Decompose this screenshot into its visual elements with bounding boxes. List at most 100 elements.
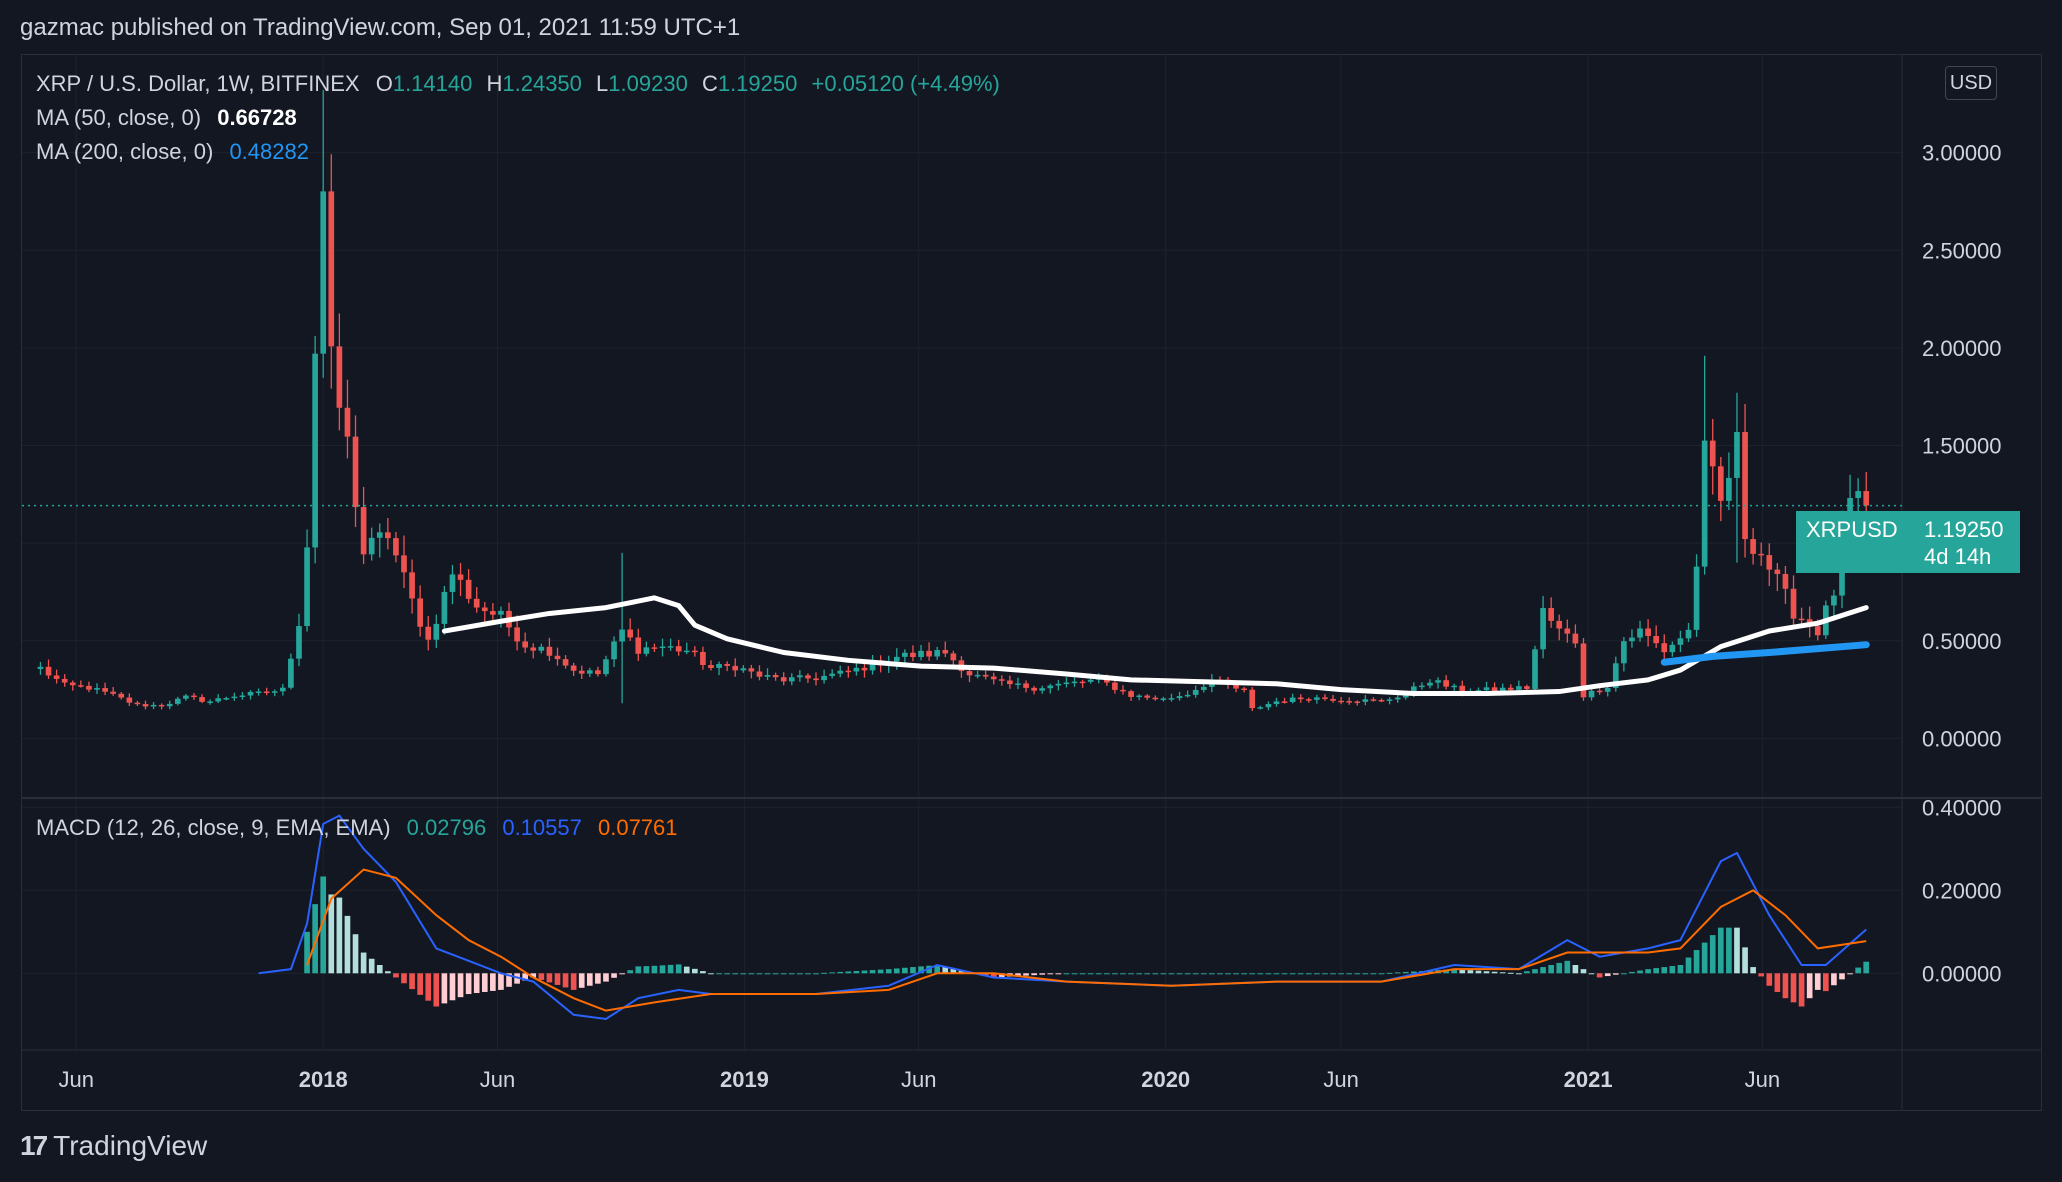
macd-histogram-bar — [1483, 971, 1490, 974]
candle-body — [1112, 682, 1118, 690]
symbol-legend: XRP / U.S. Dollar, 1W, BITFINEX O1.14140… — [36, 71, 1000, 97]
macd-legend[interactable]: MACD (12, 26, close, 9, EMA, EMA) 0.0279… — [36, 815, 678, 841]
candle-body — [1063, 682, 1070, 685]
candle-body — [481, 607, 488, 612]
macd-histogram-bar — [1734, 927, 1740, 974]
publisher-header: gazmac published on TradingView.com, Sep… — [20, 14, 741, 41]
macd-histogram-bar — [1709, 935, 1716, 974]
macd-histogram-bar — [1669, 966, 1676, 974]
macd-histogram-bar — [1354, 973, 1361, 975]
macd-histogram-bar — [457, 973, 464, 998]
macd-histogram-bar — [611, 973, 617, 978]
macd-histogram-bar — [764, 973, 771, 975]
macd-histogram-bar — [1758, 973, 1765, 977]
macd-histogram-bar — [821, 972, 827, 974]
candle-body — [1257, 707, 1264, 709]
macd-histogram-bar — [1588, 973, 1595, 975]
time-axis-tick-label: Jun — [1323, 1067, 1358, 1092]
macd-histogram-bar — [530, 973, 537, 978]
candle-body — [409, 572, 415, 599]
candle-body — [1289, 697, 1296, 703]
ma50-legend[interactable]: MA (50, close, 0) 0.66728 — [36, 105, 297, 131]
candle-body — [53, 675, 60, 679]
candle-body — [441, 591, 448, 624]
time-axis-tick-label: Jun — [901, 1067, 936, 1092]
candle-body — [1831, 595, 1837, 606]
candle-body — [659, 646, 666, 649]
macd-histogram-bar — [352, 934, 359, 974]
candle-body — [643, 647, 650, 654]
candle-body — [134, 702, 141, 705]
candle-body — [780, 677, 787, 682]
candle-body — [829, 673, 835, 676]
macd-histogram-bar — [1079, 973, 1086, 975]
macd-histogram-bar — [853, 970, 860, 974]
macd-histogram-bar — [708, 973, 714, 975]
currency-button[interactable]: USD — [1945, 66, 1997, 100]
candle-body — [1798, 618, 1805, 621]
macd-histogram-bar — [595, 973, 601, 984]
candle-body — [360, 507, 367, 555]
candle-body — [611, 641, 617, 660]
candle-body — [974, 674, 981, 677]
candle-body — [1144, 695, 1151, 698]
candle-body — [1338, 700, 1344, 703]
candle-body — [1782, 574, 1789, 589]
macd-histogram-bar — [1160, 973, 1167, 975]
candle-body — [1717, 466, 1724, 501]
macd-histogram-bar — [1241, 973, 1248, 975]
candle-body — [183, 695, 189, 699]
candle-body — [1007, 680, 1013, 685]
macd-histogram-bar — [417, 973, 423, 995]
macd-histogram-bar — [837, 971, 844, 974]
macd-histogram-bar — [1782, 973, 1789, 999]
close-value: 1.19250 — [717, 71, 798, 96]
chart-canvas[interactable]: 0.000000.500001.000001.500002.000002.500… — [22, 55, 2041, 1110]
candle-body — [603, 659, 609, 675]
footer-brand[interactable]: 17 TradingView — [20, 1130, 207, 1162]
macd-histogram-bar — [667, 964, 674, 974]
candle-body — [562, 659, 569, 666]
macd-signal-line — [306, 868, 1867, 1012]
macd-histogram-bar — [1798, 973, 1805, 1007]
candle-body — [627, 629, 634, 638]
time-axis-tick-label: Jun — [1745, 1067, 1780, 1092]
candle-body — [231, 696, 238, 699]
chart-frame[interactable]: 0.000000.500001.000001.500002.000002.500… — [21, 54, 2042, 1111]
candle-body — [312, 353, 318, 548]
macd-histogram-bar — [1467, 970, 1474, 974]
candle-body — [764, 675, 771, 677]
macd-histogram-bar — [1612, 973, 1619, 975]
candle-body — [191, 695, 197, 698]
macd-histogram-group — [304, 876, 1870, 1007]
ma200-line — [1660, 641, 1870, 666]
open-label: O — [375, 71, 393, 96]
candle-body — [724, 664, 730, 666]
candle-body — [328, 191, 335, 347]
candle-body — [1281, 701, 1288, 703]
macd-histogram-bar — [1273, 973, 1280, 975]
macd-histogram-bar — [1023, 973, 1029, 976]
macd-histogram-bar — [1192, 973, 1199, 975]
time-axis-tick-label: 2021 — [1564, 1067, 1613, 1092]
time-axis-tick-label: Jun — [58, 1067, 93, 1092]
candle-body — [732, 665, 739, 671]
macd-histogram-bar — [772, 973, 779, 975]
macd-histogram-bar — [748, 973, 755, 975]
candle-body — [514, 627, 520, 642]
candle-body — [1023, 683, 1029, 688]
macd-histogram-bar — [1249, 973, 1256, 975]
candle-body — [1734, 431, 1740, 478]
macd-histogram-bar — [1629, 971, 1635, 974]
macd-histogram-bar — [982, 973, 989, 976]
macd-histogram-bar — [1200, 973, 1207, 975]
macd-histogram-bar — [829, 972, 835, 974]
macd-histogram-bar — [1128, 973, 1134, 975]
candle-body — [1402, 693, 1409, 698]
macd-histogram-bar — [1580, 969, 1587, 974]
ma200-legend[interactable]: MA (200, close, 0) 0.48282 — [36, 139, 309, 165]
candle-body — [336, 346, 343, 408]
candle-body — [926, 650, 932, 657]
macd-histogram-bar — [586, 973, 593, 986]
candle-body — [1160, 698, 1167, 701]
